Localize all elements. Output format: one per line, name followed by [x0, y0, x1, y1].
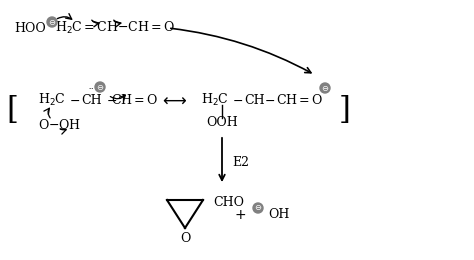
- Text: H$_2$C$=$CH$-$CH$=$O: H$_2$C$=$CH$-$CH$=$O: [55, 20, 175, 36]
- Text: CHO: CHO: [213, 196, 244, 209]
- Text: $-$: $-$: [69, 94, 81, 107]
- Text: $\ominus$: $\ominus$: [96, 82, 104, 92]
- Text: HOO: HOO: [14, 22, 46, 35]
- Text: $\ominus$: $\ominus$: [254, 204, 262, 212]
- Text: CH: CH: [82, 94, 102, 107]
- Text: CH$=$O: CH$=$O: [111, 93, 159, 107]
- Text: H$_2$C: H$_2$C: [38, 92, 66, 108]
- Text: $\ddot{}$: $\ddot{}$: [90, 83, 95, 93]
- Text: $-$: $-$: [107, 94, 118, 107]
- Text: ]: ]: [339, 94, 351, 126]
- Text: H$_2$C: H$_2$C: [201, 92, 229, 108]
- Text: OOH: OOH: [206, 115, 238, 128]
- Circle shape: [95, 82, 105, 92]
- Text: O: O: [180, 231, 190, 244]
- Text: $-$: $-$: [232, 94, 244, 107]
- Text: +: +: [234, 208, 246, 222]
- Text: [: [: [6, 94, 18, 126]
- Circle shape: [253, 203, 263, 213]
- Circle shape: [320, 83, 330, 93]
- Text: $\longleftrightarrow$: $\longleftrightarrow$: [159, 91, 187, 109]
- Text: $\ominus$: $\ominus$: [48, 17, 56, 27]
- Text: O$-$OH: O$-$OH: [38, 118, 82, 132]
- Text: E2: E2: [232, 155, 249, 168]
- Text: $-$: $-$: [264, 94, 275, 107]
- Text: OH: OH: [268, 209, 289, 222]
- Text: CH: CH: [245, 94, 265, 107]
- Text: $\ominus$: $\ominus$: [321, 83, 329, 93]
- Text: CH$=$O: CH$=$O: [276, 93, 324, 107]
- Circle shape: [47, 17, 57, 27]
